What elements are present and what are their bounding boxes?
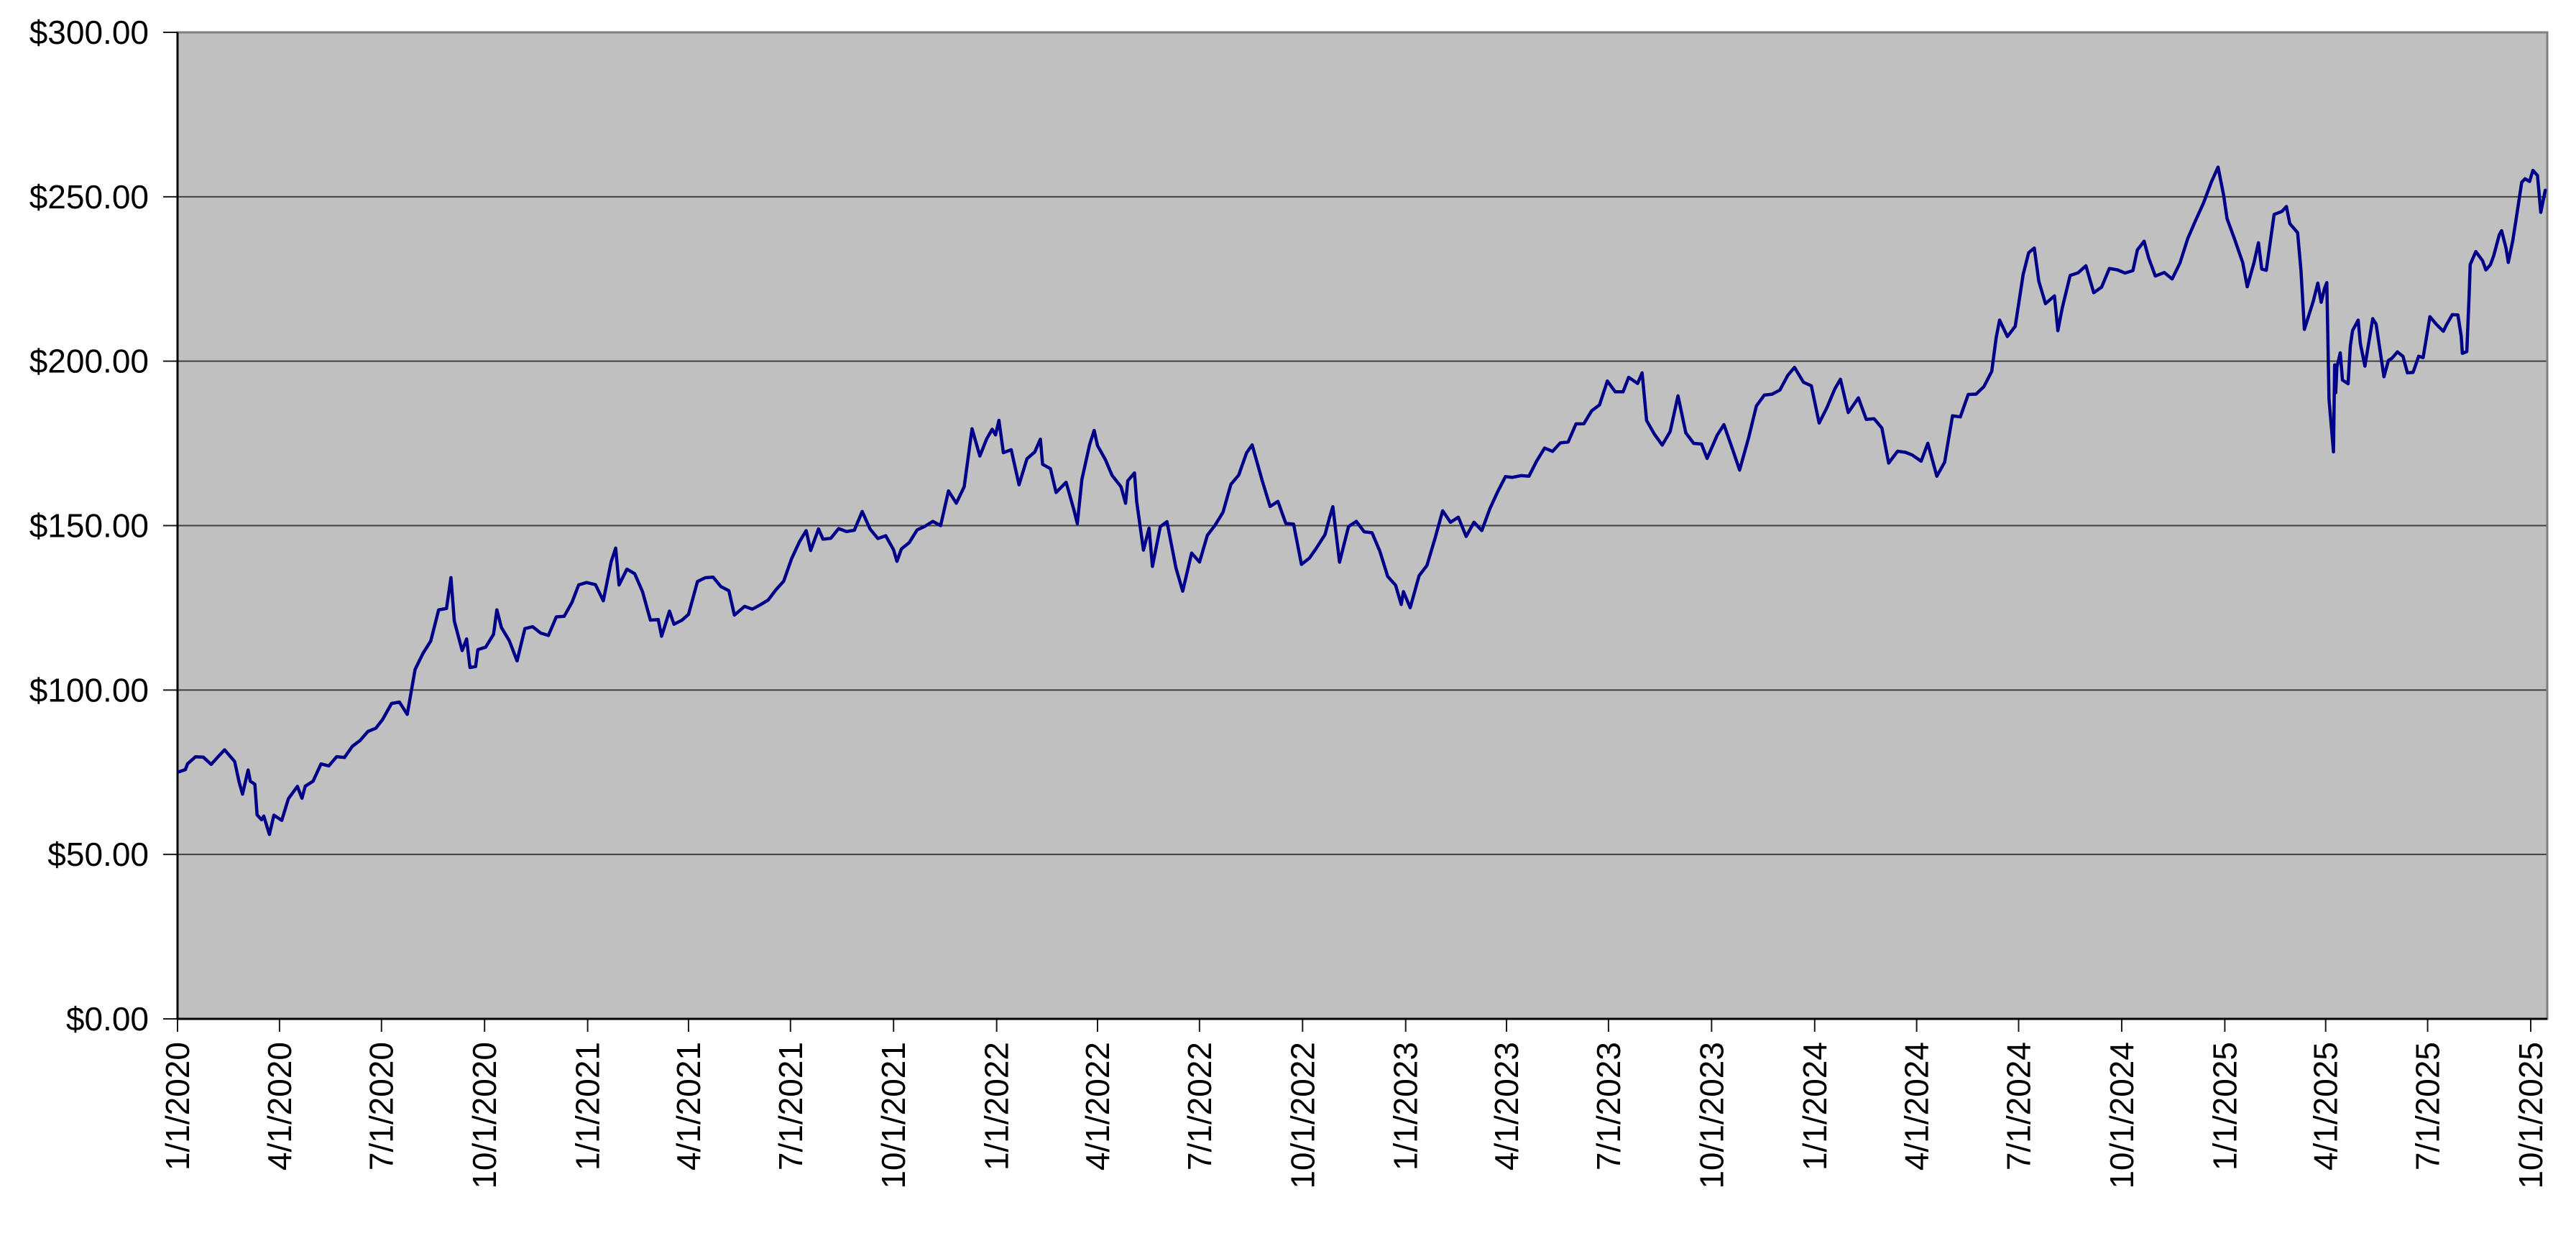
x-axis-label: 7/1/2022 xyxy=(1181,1042,1218,1170)
y-axis-label: $300.00 xyxy=(29,14,149,51)
x-axis-label: 7/1/2021 xyxy=(772,1042,809,1170)
x-axis-label: 4/1/2021 xyxy=(670,1042,707,1170)
x-axis-label: 10/1/2021 xyxy=(875,1042,912,1189)
price-line xyxy=(177,165,2547,836)
x-axis-label: 7/1/2025 xyxy=(2409,1042,2447,1170)
x-axis-label: 1/1/2020 xyxy=(159,1042,196,1170)
y-axis-label: $0.00 xyxy=(66,1000,149,1038)
x-axis-label: 10/1/2024 xyxy=(2103,1042,2140,1189)
x-axis-label: 7/1/2024 xyxy=(2000,1042,2038,1170)
x-axis-label: 10/1/2022 xyxy=(1284,1042,1321,1189)
y-axis-label: $100.00 xyxy=(29,671,149,708)
x-axis-label: 1/1/2024 xyxy=(1796,1042,1834,1170)
x-axis-label: 1/1/2025 xyxy=(2206,1042,2243,1170)
x-axis-label: 1/1/2022 xyxy=(978,1042,1016,1170)
x-axis-label: 10/1/2020 xyxy=(466,1042,503,1189)
x-axis-label: 7/1/2023 xyxy=(1590,1042,1627,1170)
x-axis-label: 4/1/2025 xyxy=(2307,1042,2345,1170)
y-axis-label: $200.00 xyxy=(29,343,149,380)
x-axis-label: 1/1/2021 xyxy=(569,1042,607,1170)
x-axis-label: 4/1/2020 xyxy=(261,1042,298,1170)
x-axis-label: 7/1/2020 xyxy=(363,1042,400,1170)
x-axis-label: 1/1/2023 xyxy=(1387,1042,1425,1170)
y-axis-label: $150.00 xyxy=(29,507,149,545)
x-axis-label: 10/1/2025 xyxy=(2512,1042,2549,1189)
x-axis-label: 4/1/2022 xyxy=(1079,1042,1116,1170)
y-axis-label: $50.00 xyxy=(47,836,149,873)
x-axis-label: 10/1/2023 xyxy=(1693,1042,1730,1189)
x-axis-label: 4/1/2023 xyxy=(1488,1042,1525,1170)
x-axis-label: 4/1/2024 xyxy=(1898,1042,1936,1170)
y-axis-label: $250.00 xyxy=(29,178,149,216)
